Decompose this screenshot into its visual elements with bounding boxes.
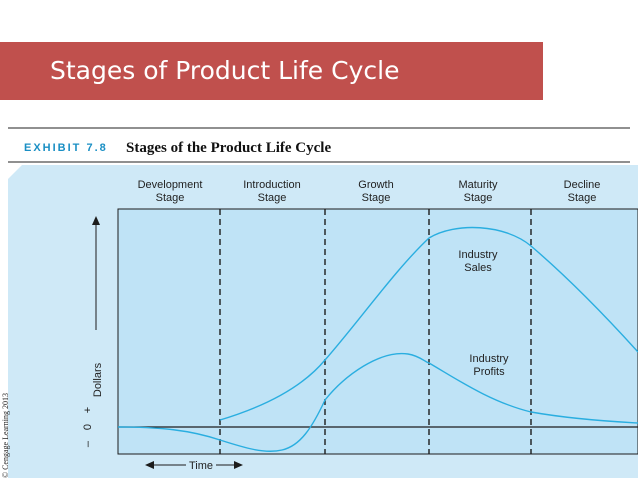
- stage-decline-line1: Decline: [564, 179, 601, 191]
- stage-dividers: [219, 209, 532, 454]
- stage-development-line1: Development: [138, 179, 203, 191]
- y-axis-plus: +: [82, 407, 94, 413]
- y-axis-zero: 0: [82, 424, 94, 430]
- industry-sales-curve: [219, 226, 638, 421]
- stage-decline-line2: Stage: [568, 192, 597, 204]
- time-label: Time: [189, 460, 213, 472]
- sales-label-line2: Sales: [464, 262, 492, 274]
- time-arrow-right-head: [234, 461, 243, 469]
- exhibit-title: Stages of the Product Life Cycle: [126, 140, 331, 156]
- panel-corner: [8, 165, 22, 179]
- stage-development-line2: Stage: [156, 192, 185, 204]
- stage-growth-line1: Growth: [358, 179, 393, 191]
- title-banner: Stages of Product Life Cycle: [0, 42, 543, 100]
- stage-introduction-line1: Introduction: [243, 179, 300, 191]
- stage-maturity-line1: Maturity: [458, 179, 498, 191]
- stage-maturity-line2: Stage: [464, 192, 493, 204]
- exhibit-label: EXHIBIT 7.8: [24, 142, 108, 154]
- y-axis: Dollars + 0 –: [82, 216, 104, 447]
- x-axis-time: Time: [145, 460, 243, 472]
- y-axis-arrowhead: [92, 216, 100, 225]
- industry-profits-curve: [117, 352, 638, 452]
- sales-label-line1: Industry: [458, 249, 498, 261]
- slide-title: Stages of Product Life Cycle: [50, 56, 400, 85]
- time-arrow-left-head: [145, 461, 154, 469]
- copyright-credit: © Cengage Learning 2013: [1, 393, 10, 478]
- stage-growth-line2: Stage: [362, 192, 391, 204]
- plot-area: [117, 208, 638, 455]
- profits-label-line2: Profits: [473, 366, 505, 378]
- stage-labels: Development Stage Introduction Stage Gro…: [138, 179, 601, 204]
- y-axis-label: Dollars: [92, 362, 104, 397]
- y-axis-minus: –: [82, 440, 94, 447]
- profits-label-line1: Industry: [469, 353, 509, 365]
- stage-introduction-line2: Stage: [258, 192, 287, 204]
